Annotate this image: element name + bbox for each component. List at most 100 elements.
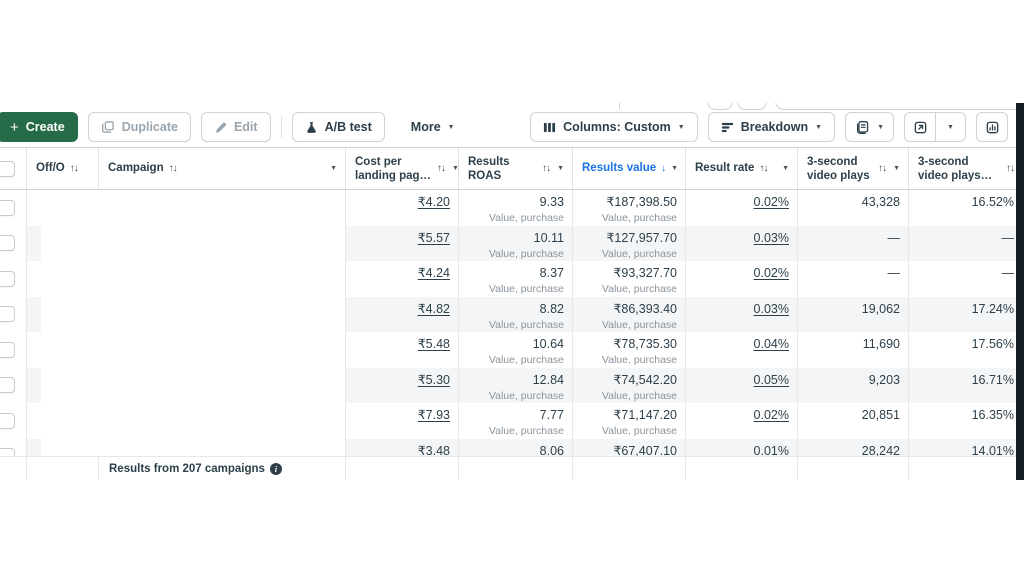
- cost-per-landing-page-value[interactable]: ₹5.57: [417, 230, 450, 245]
- cost-per-landing-page-value[interactable]: ₹3.48: [417, 443, 450, 457]
- reports-button[interactable]: ▼: [845, 112, 894, 142]
- chart-icon: [985, 120, 1000, 135]
- cutoff-element: [707, 103, 733, 110]
- result-rate-value[interactable]: 0.05%: [753, 372, 789, 387]
- result-rate-value[interactable]: 0.02%: [753, 408, 789, 422]
- results-value: ₹127,957.70: [606, 230, 677, 245]
- column-menu-caret-icon[interactable]: ▼: [330, 165, 337, 172]
- row-toggle-cell[interactable]: [26, 296, 98, 332]
- duplicate-button[interactable]: Duplicate: [87, 112, 191, 142]
- sort-icon[interactable]: ↑↓: [437, 163, 446, 174]
- video-plays-rate-value: 17.24%: [971, 301, 1014, 316]
- cost-per-landing-page-value[interactable]: ₹4.20: [417, 195, 450, 209]
- row-toggle-cell[interactable]: [26, 225, 98, 261]
- column-menu-caret-icon[interactable]: ▼: [893, 165, 900, 172]
- cost-per-landing-page-value[interactable]: ₹4.24: [417, 266, 450, 280]
- result-rate-value[interactable]: 0.02%: [753, 195, 789, 209]
- row-checkbox[interactable]: [0, 448, 15, 456]
- export-options-button[interactable]: ▼: [935, 113, 965, 141]
- row-toggle-cell[interactable]: [26, 261, 98, 297]
- sort-icon[interactable]: ↑↓: [69, 163, 79, 174]
- ab-test-button[interactable]: A/B test: [291, 112, 385, 142]
- cost-per-landing-page-value[interactable]: ₹5.30: [417, 372, 450, 387]
- more-button[interactable]: More ▼: [402, 112, 463, 142]
- export-button[interactable]: [905, 113, 935, 141]
- column-menu-caret-icon[interactable]: ▼: [782, 165, 789, 172]
- sort-icon[interactable]: ↑↓: [542, 163, 551, 174]
- row-checkbox[interactable]: [0, 377, 15, 394]
- results-value: ₹93,327.70: [613, 266, 677, 280]
- column-header-campaign[interactable]: Campaign ↑↓ ▼: [98, 148, 345, 189]
- column-menu-caret-icon[interactable]: ▼: [671, 165, 679, 172]
- row-checkbox[interactable]: [0, 199, 15, 216]
- columns-button[interactable]: Columns: Custom ▼: [530, 112, 698, 142]
- row-campaign-cell[interactable]: [98, 225, 345, 261]
- column-header-plays2[interactable]: 3-second video plays… ↑↓: [908, 148, 1022, 189]
- row-toggle-cell[interactable]: [26, 367, 98, 403]
- more-button-label: More: [410, 120, 441, 134]
- table-row[interactable]: ₹5.30 12.84 Value, purchase ₹74,542.20 Val…: [0, 367, 1024, 403]
- row-campaign-cell[interactable]: [98, 190, 345, 226]
- row-campaign-cell[interactable]: [98, 367, 345, 403]
- sort-icon[interactable]: ↑↓: [1006, 163, 1015, 174]
- video-plays-value: —: [887, 230, 901, 245]
- row-campaign-cell[interactable]: [98, 332, 345, 368]
- row-toggle-cell[interactable]: [26, 332, 98, 368]
- row-campaign-cell[interactable]: [98, 438, 345, 456]
- row-checkbox-cell: [0, 403, 26, 439]
- info-icon[interactable]: i: [269, 462, 282, 475]
- table-row[interactable]: ₹4.24 8.37 Value, purchase ₹93,327.70 Valu…: [0, 261, 1024, 297]
- row-checkbox[interactable]: [0, 270, 15, 287]
- breakdown-button[interactable]: Breakdown ▼: [707, 112, 836, 142]
- sort-icon[interactable]: ↑↓: [878, 163, 887, 174]
- row-campaign-cell[interactable]: [98, 403, 345, 439]
- result-rate-value[interactable]: 0.03%: [753, 230, 789, 245]
- row-checkbox[interactable]: [0, 306, 15, 323]
- column-header-rate[interactable]: Result rate ↑↓ ▼: [685, 148, 797, 189]
- cost-per-landing-page-value[interactable]: ₹4.82: [417, 301, 450, 316]
- row-campaign-cell[interactable]: [98, 296, 345, 332]
- result-rate-value[interactable]: 0.04%: [753, 337, 789, 351]
- create-button[interactable]: + Create: [0, 112, 78, 142]
- column-header-roas[interactable]: Results ROAS ↑↓ ▼: [458, 148, 572, 189]
- row-toggle-cell[interactable]: [26, 438, 98, 456]
- column-header-plays[interactable]: 3-second video plays ↑↓ ▼: [797, 148, 908, 189]
- table-row[interactable]: ₹7.93 7.77 Value, purchase ₹71,147.20 Valu…: [0, 403, 1024, 439]
- table-row[interactable]: ₹4.20 9.33 Value, purchase ₹187,398.50 Val…: [0, 190, 1024, 226]
- table-row[interactable]: ₹4.82 8.82 Value, purchase ₹86,393.40 Valu…: [0, 296, 1024, 332]
- footer-cell: [458, 457, 572, 480]
- video-plays-rate-value: 16.71%: [971, 372, 1014, 387]
- charts-button[interactable]: [976, 112, 1008, 142]
- result-rate-value[interactable]: 0.03%: [753, 301, 789, 316]
- columns-button-label: Columns: Custom: [563, 120, 671, 134]
- table-row[interactable]: ₹3.48 8.06Value, purchase ₹67,407.10Valu…: [0, 438, 1024, 457]
- row-toggle-cell[interactable]: [26, 403, 98, 439]
- row-checkbox[interactable]: [0, 235, 15, 252]
- create-button-label: Create: [25, 120, 65, 134]
- select-all-checkbox[interactable]: [0, 160, 15, 177]
- row-toggle-cell[interactable]: [26, 190, 98, 226]
- select-all-cell: [0, 148, 26, 189]
- result-rate-value[interactable]: 0.01%: [753, 443, 789, 457]
- row-checkbox[interactable]: [0, 412, 15, 429]
- result-rate-value[interactable]: 0.02%: [753, 266, 789, 280]
- sort-icon[interactable]: ↑↓: [759, 163, 768, 174]
- column-menu-caret-icon[interactable]: ▼: [452, 165, 458, 172]
- row-checkbox-cell: [0, 332, 26, 368]
- roas-subtitle: Value, purchase: [488, 212, 564, 224]
- table-row[interactable]: ₹5.57 10.11 Value, purchase ₹127,957.70 Va…: [0, 225, 1024, 261]
- edit-button[interactable]: Edit: [200, 112, 271, 142]
- row-campaign-cell[interactable]: [98, 261, 345, 297]
- sort-icon[interactable]: ↑↓: [168, 163, 178, 174]
- results-roas-value: 7.77: [539, 408, 564, 422]
- row-checkbox[interactable]: [0, 341, 15, 358]
- table-row[interactable]: ₹5.48 10.64 Value, purchase ₹78,735.30 Val…: [0, 332, 1024, 368]
- cost-per-landing-page-value[interactable]: ₹7.93: [417, 408, 450, 422]
- sort-icon[interactable]: ↓: [661, 163, 666, 174]
- column-header-onoff[interactable]: Off/O ↑↓: [26, 148, 98, 189]
- column-header-value[interactable]: Results value ↓ ▼: [572, 148, 685, 189]
- column-menu-caret-icon[interactable]: ▼: [557, 165, 564, 172]
- results-value: ₹78,735.30: [613, 337, 677, 351]
- cost-per-landing-page-value[interactable]: ₹5.48: [417, 337, 450, 351]
